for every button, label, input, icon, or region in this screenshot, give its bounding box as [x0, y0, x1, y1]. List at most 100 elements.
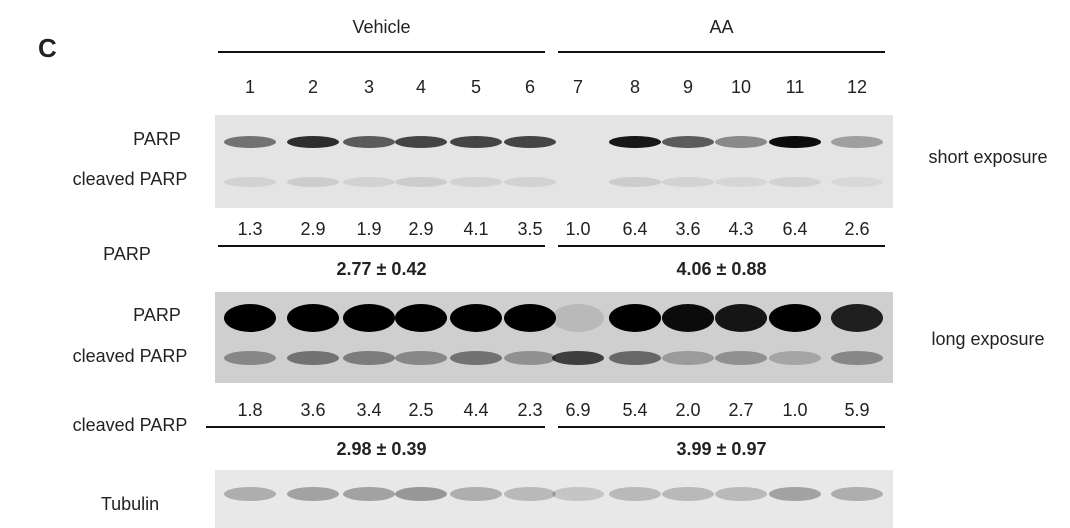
quant-value: 3.6 — [300, 400, 325, 420]
band — [831, 177, 883, 187]
band — [224, 304, 276, 332]
band — [552, 304, 604, 332]
band — [287, 351, 339, 365]
band — [715, 177, 767, 187]
band — [287, 487, 339, 501]
lane-number: 7 — [573, 77, 583, 97]
band — [504, 177, 556, 187]
quant-value: 1.0 — [782, 400, 807, 420]
group-label: Vehicle — [352, 17, 410, 37]
band — [662, 177, 714, 187]
band — [504, 304, 556, 332]
lane-number: 4 — [416, 77, 426, 97]
quant-value: 1.3 — [237, 219, 262, 239]
band — [769, 136, 821, 148]
lane-number: 6 — [525, 77, 535, 97]
band — [609, 487, 661, 501]
quant-value: 4.3 — [728, 219, 753, 239]
quant-value: 2.7 — [728, 400, 753, 420]
lane-number: 11 — [786, 77, 805, 97]
band — [450, 487, 502, 501]
band — [662, 136, 714, 148]
quant-mean: 4.06 ± 0.88 — [677, 259, 767, 279]
band — [504, 351, 556, 365]
band — [450, 304, 502, 332]
band — [831, 136, 883, 148]
band — [343, 351, 395, 365]
band — [395, 487, 447, 501]
lane-number: 8 — [630, 77, 640, 97]
band — [343, 304, 395, 332]
band — [287, 136, 339, 148]
band — [552, 351, 604, 365]
row-label: PARP — [133, 129, 181, 149]
band — [609, 351, 661, 365]
band — [662, 351, 714, 365]
quant-value: 1.8 — [237, 400, 262, 420]
quant-value: 5.4 — [622, 400, 647, 420]
band — [450, 136, 502, 148]
band — [343, 177, 395, 187]
quant-value: 3.4 — [356, 400, 381, 420]
blot-panel — [555, 115, 893, 208]
quant-value: 2.6 — [844, 219, 869, 239]
exposure-label: long exposure — [931, 329, 1044, 349]
lane-number: 10 — [731, 77, 751, 97]
row-label: Tubulin — [101, 494, 159, 514]
exposure-label: short exposure — [928, 147, 1047, 167]
band — [224, 177, 276, 187]
quant-value: 2.3 — [517, 400, 542, 420]
band — [395, 177, 447, 187]
band — [224, 136, 276, 148]
row-label: PARP — [133, 305, 181, 325]
lane-number: 12 — [847, 77, 867, 97]
band — [224, 351, 276, 365]
lane-number: 3 — [364, 77, 374, 97]
band — [343, 136, 395, 148]
band — [769, 304, 821, 332]
band — [715, 351, 767, 365]
band — [224, 487, 276, 501]
group-label: AA — [709, 17, 733, 37]
blot-panel — [555, 292, 893, 383]
quant-label: cleaved PARP — [73, 415, 188, 435]
figure: C VehicleAA123456789101112PARPcleaved PA… — [0, 0, 1070, 528]
band — [769, 487, 821, 501]
band — [769, 177, 821, 187]
quant-value: 4.1 — [463, 219, 488, 239]
band — [343, 487, 395, 501]
lane-number: 1 — [245, 77, 255, 97]
band — [662, 487, 714, 501]
band — [450, 351, 502, 365]
band — [395, 136, 447, 148]
quant-value: 6.4 — [622, 219, 647, 239]
quant-value: 6.9 — [565, 400, 590, 420]
quant-value: 6.4 — [782, 219, 807, 239]
band — [552, 487, 604, 501]
band — [609, 136, 661, 148]
band — [715, 304, 767, 332]
quant-value: 3.5 — [517, 219, 542, 239]
row-label: cleaved PARP — [73, 169, 188, 189]
band — [450, 177, 502, 187]
quant-value: 3.6 — [675, 219, 700, 239]
lane-number: 2 — [308, 77, 318, 97]
quant-value: 1.9 — [356, 219, 381, 239]
quant-mean: 3.99 ± 0.97 — [677, 439, 767, 459]
quant-value: 2.9 — [300, 219, 325, 239]
band — [287, 304, 339, 332]
quant-label: PARP — [103, 244, 151, 264]
band — [287, 177, 339, 187]
blot-panel — [215, 115, 555, 208]
band — [831, 487, 883, 501]
quant-mean: 2.98 ± 0.39 — [337, 439, 427, 459]
band — [609, 304, 661, 332]
quant-value: 4.4 — [463, 400, 488, 420]
band — [831, 351, 883, 365]
band — [715, 487, 767, 501]
blot-panel — [215, 292, 555, 383]
quant-value: 5.9 — [844, 400, 869, 420]
band — [715, 136, 767, 148]
band — [769, 351, 821, 365]
band — [831, 304, 883, 332]
